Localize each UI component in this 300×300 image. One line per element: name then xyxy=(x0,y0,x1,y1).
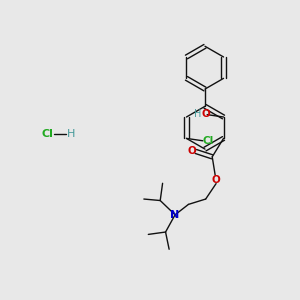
Text: O: O xyxy=(202,109,210,119)
Text: O: O xyxy=(212,175,220,185)
Text: H: H xyxy=(194,109,202,119)
Text: O: O xyxy=(188,146,197,157)
Text: N: N xyxy=(170,210,180,220)
Text: Cl: Cl xyxy=(41,129,53,139)
Text: Cl: Cl xyxy=(202,136,214,146)
Text: H: H xyxy=(67,129,75,139)
